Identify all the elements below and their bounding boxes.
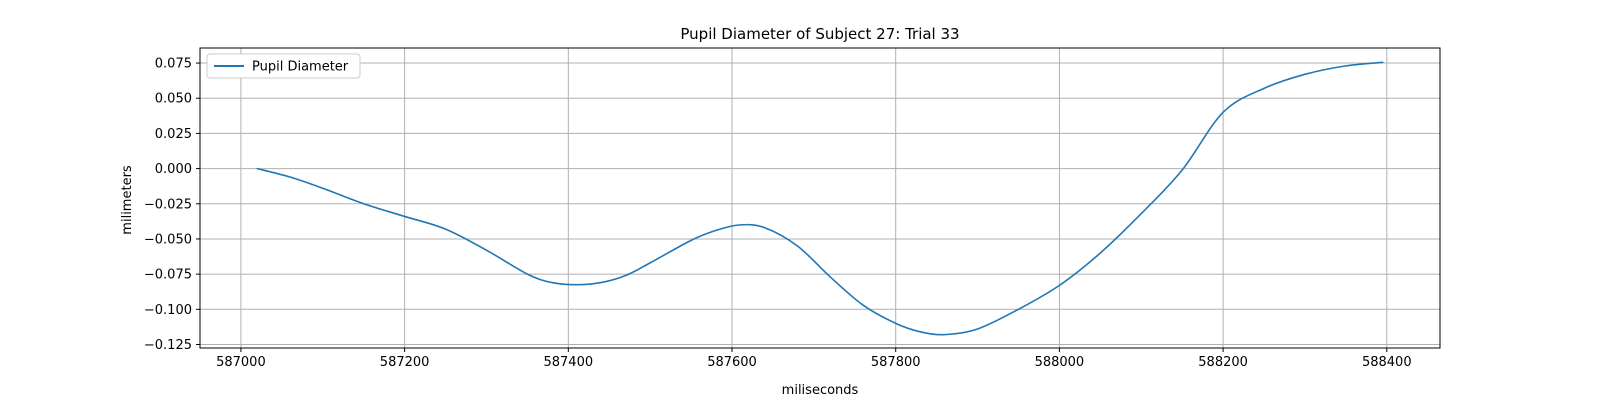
x-tick-label: 587600 xyxy=(707,355,757,370)
y-tick-label: −0.025 xyxy=(144,197,192,212)
x-tick-label: 587400 xyxy=(543,355,593,370)
x-tick-label: 587800 xyxy=(871,355,921,370)
chart-title: Pupil Diameter of Subject 27: Trial 33 xyxy=(680,25,959,43)
series-group xyxy=(256,61,1384,336)
x-tick-label: 587000 xyxy=(216,355,266,370)
y-tick-label: 0.000 xyxy=(155,162,192,177)
x-tick-label: 587200 xyxy=(380,355,430,370)
x-tick-label: 588200 xyxy=(1198,355,1248,370)
y-tick-label: 0.050 xyxy=(155,92,192,107)
series-line-pupil-diameter xyxy=(256,61,1384,336)
y-tick-label: −0.100 xyxy=(144,303,192,318)
legend-label: Pupil Diameter xyxy=(252,60,349,75)
y-axis-ticks: 0.075 0.050 0.025 0.000 −0.025 −0.050 −0.075 −0… xyxy=(144,57,200,353)
y-tick-label: −0.075 xyxy=(144,268,192,283)
y-axis-label: milimeters xyxy=(120,165,135,235)
y-tick-label: −0.050 xyxy=(144,232,192,247)
grid-lines xyxy=(200,48,1440,348)
x-tick-label: 588000 xyxy=(1035,355,1085,370)
y-tick-label: −0.125 xyxy=(144,338,192,353)
plot-frame xyxy=(199,47,1441,349)
y-tick-label: 0.075 xyxy=(155,57,192,72)
legend-box xyxy=(206,53,361,79)
x-tick-label: 588400 xyxy=(1362,355,1412,370)
x-axis-label: miliseconds xyxy=(782,383,859,398)
x-axis-ticks: 587000 587200 587400 587600 587800 588000 5882… xyxy=(216,348,1412,370)
legend: Pupil Diameter xyxy=(206,53,361,79)
y-tick-label: 0.025 xyxy=(155,127,192,142)
